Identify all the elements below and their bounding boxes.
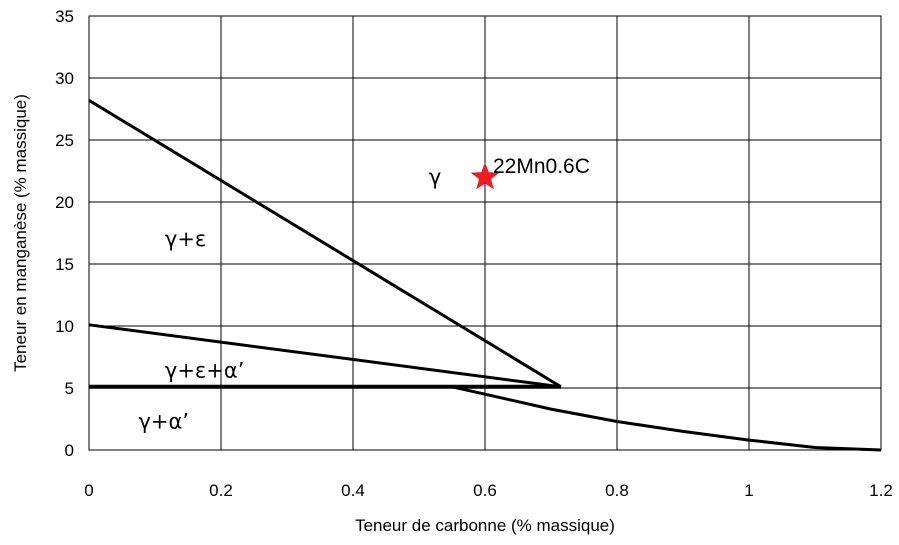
y-axis-title: Teneur en manganèse (% massique) [11, 94, 30, 372]
x-tick-label: 0 [84, 481, 93, 500]
phase-region-label: γ+α’ [139, 409, 190, 433]
phase-boundary-line-4 [451, 385, 882, 452]
x-tick-label: 0.4 [341, 481, 365, 500]
grid-lines [88, 15, 882, 451]
x-axis-tick-labels: 0 0.2 0.4 0.6 0.8 1 1.2 [84, 481, 893, 500]
phase-boundary-line-1 [88, 99, 562, 389]
boundary-lines [88, 99, 882, 452]
sample-label: 22Mn0.6C [493, 155, 590, 178]
y-tick-label: 5 [65, 379, 74, 398]
y-tick-label: 35 [55, 7, 74, 26]
phase-region-labels: γ γ+ε γ+ε+α’ γ+α’ [139, 165, 442, 433]
x-tick-label: 1.2 [869, 481, 893, 500]
x-tick-label: 0.6 [473, 481, 497, 500]
phase-boundary-line-2 [88, 323, 562, 389]
y-tick-label: 25 [55, 131, 74, 150]
x-tick-label: 0.2 [209, 481, 233, 500]
x-tick-label: 0.8 [605, 481, 629, 500]
phase-region-label: γ+ε+α’ [165, 359, 245, 383]
y-tick-label: 15 [55, 255, 74, 274]
x-axis-title: Teneur de carbonne (% massique) [355, 516, 615, 535]
phase-region-label: γ [429, 165, 441, 189]
y-tick-label: 0 [65, 441, 74, 460]
x-tick-label: 1 [744, 481, 753, 500]
star-marker-icon [470, 162, 500, 190]
plot-frame [88, 15, 882, 451]
y-tick-label: 10 [55, 317, 74, 336]
y-tick-label: 30 [55, 69, 74, 88]
y-tick-label: 20 [55, 193, 74, 212]
y-axis-tick-labels: 0 5 10 15 20 25 30 35 [55, 7, 74, 460]
sample-marker-group: 22Mn0.6C [470, 155, 590, 190]
phase-region-label: γ+ε [165, 227, 206, 251]
